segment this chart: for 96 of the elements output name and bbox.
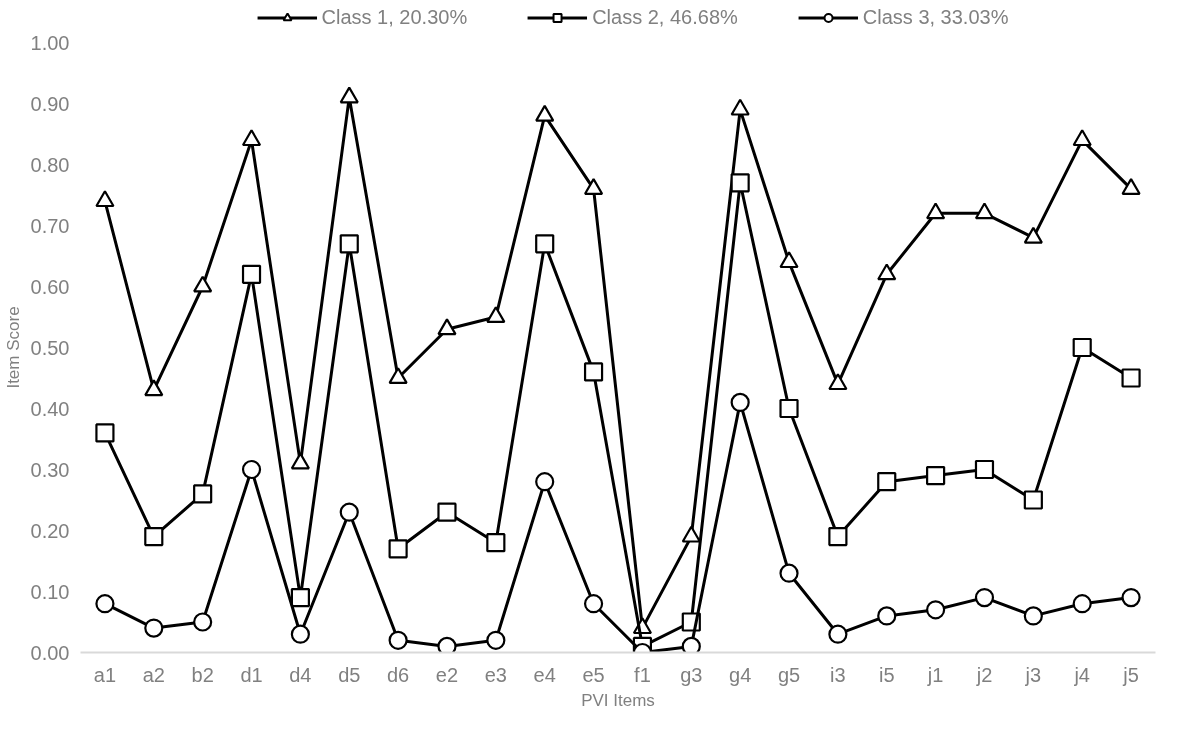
- point: [974, 202, 995, 220]
- x-tick-label: j4: [1073, 663, 1090, 686]
- point: [95, 423, 115, 443]
- point: [437, 502, 457, 522]
- point: [95, 190, 115, 208]
- x-tick-label: d5: [338, 663, 361, 686]
- point: [193, 484, 213, 504]
- point: [95, 594, 115, 614]
- point: [339, 502, 359, 522]
- point: [1121, 368, 1141, 388]
- point: [144, 379, 164, 397]
- x-tick-label: d4: [289, 663, 312, 686]
- point: [730, 98, 750, 116]
- point: [486, 630, 506, 650]
- x-tick-label: j3: [1024, 663, 1042, 686]
- point: [877, 472, 897, 492]
- point: [877, 606, 897, 626]
- x-tick-label: b2: [191, 663, 214, 686]
- x-tick-label: e5: [582, 663, 605, 686]
- x-tick-label: d1: [240, 663, 263, 686]
- point: [926, 600, 946, 620]
- point: [1121, 588, 1141, 608]
- point: [535, 104, 555, 122]
- x-tick-label: g3: [680, 663, 703, 686]
- point: [1023, 226, 1043, 244]
- point: [1072, 594, 1092, 614]
- point: [241, 264, 262, 284]
- point: [974, 459, 995, 480]
- x-tick-label: j1: [926, 663, 944, 686]
- point: [388, 630, 408, 650]
- x-tick-label: g4: [729, 663, 752, 686]
- y-tick-label: 0.90: [30, 92, 70, 115]
- point: [730, 392, 750, 412]
- y-tick-label: 0.60: [30, 275, 70, 298]
- y-tick-label: 0.20: [30, 519, 70, 542]
- point: [779, 563, 799, 583]
- point: [974, 588, 995, 608]
- point: [486, 533, 506, 553]
- x-tick-label: f1: [634, 663, 651, 686]
- point: [828, 373, 848, 391]
- x-tick-label: e3: [484, 663, 507, 686]
- point: [290, 624, 310, 644]
- legend-label: Class 1, 20.30%: [321, 5, 468, 29]
- point: [193, 275, 213, 293]
- y-tick-label: 0.40: [30, 397, 70, 420]
- x-tick-label: j2: [975, 663, 993, 686]
- point: [144, 527, 164, 547]
- point: [828, 624, 848, 644]
- legend-label: Class 2, 46.68%: [592, 5, 738, 29]
- point: [241, 459, 262, 480]
- y-tick-label: 0.00: [30, 641, 70, 664]
- point: [535, 234, 555, 254]
- y-axis-title: Item Score: [3, 306, 23, 389]
- y-tick-label: 0.10: [30, 580, 70, 603]
- x-tick-label: j5: [1122, 663, 1139, 686]
- point: [535, 472, 555, 492]
- point: [1023, 490, 1043, 510]
- point: [388, 367, 408, 385]
- point: [877, 263, 897, 281]
- legend-label: Class 3, 33.03%: [862, 5, 1009, 29]
- point: [486, 306, 506, 324]
- x-tick-label: g5: [777, 663, 801, 686]
- point: [926, 466, 946, 486]
- point: [779, 251, 799, 269]
- point: [1072, 129, 1092, 147]
- point: [193, 612, 213, 632]
- x-tick-label: i5: [878, 663, 895, 686]
- point: [583, 177, 604, 195]
- point: [583, 362, 604, 382]
- point: [926, 202, 946, 220]
- point: [1023, 606, 1043, 626]
- x-tick-label: e4: [533, 663, 556, 686]
- point: [144, 618, 164, 638]
- point: [241, 129, 262, 147]
- point: [779, 398, 799, 419]
- y-tick-label: 1.00: [30, 31, 70, 54]
- x-tick-label: a1: [93, 663, 117, 686]
- point: [290, 588, 310, 608]
- point: [339, 86, 359, 104]
- point: [388, 539, 408, 559]
- x-tick-label: i3: [830, 663, 846, 686]
- point: [437, 318, 457, 336]
- x-tick-label: a2: [142, 663, 165, 686]
- point: [828, 527, 848, 547]
- point: [1072, 337, 1092, 358]
- point: [1121, 177, 1141, 195]
- point: [339, 234, 359, 254]
- y-tick-label: 0.80: [30, 153, 70, 176]
- x-tick-label: d6: [386, 663, 410, 686]
- point: [583, 594, 604, 614]
- y-tick-label: 0.50: [30, 336, 70, 359]
- x-axis-title: PVI Items: [581, 690, 655, 710]
- x-tick-label: e2: [435, 663, 459, 686]
- y-tick-label: 0.30: [30, 458, 70, 481]
- y-tick-label: 0.70: [30, 214, 70, 237]
- point: [290, 452, 310, 470]
